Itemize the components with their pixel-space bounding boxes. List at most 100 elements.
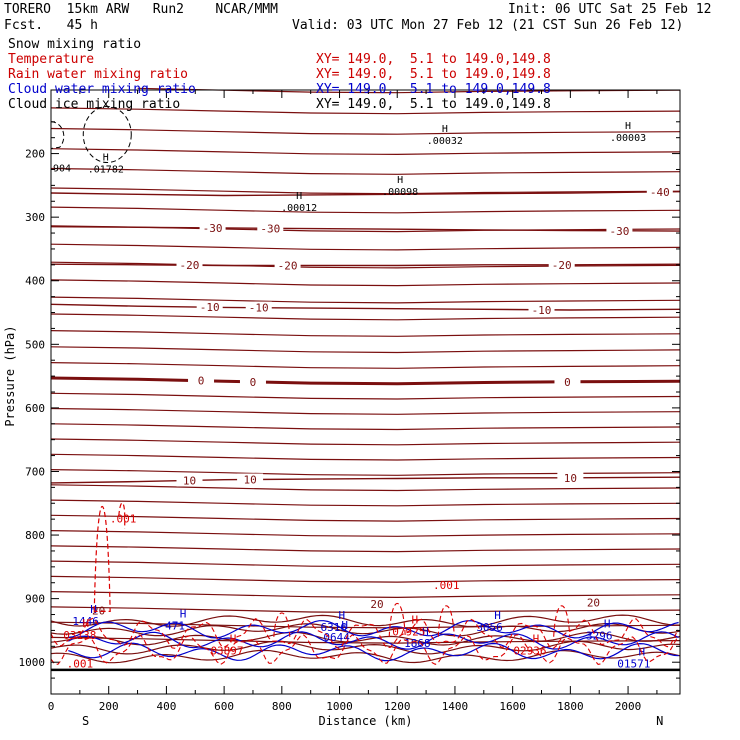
low-level-temp-label: 20 [370,598,383,611]
isotherm-label: -30 [609,225,629,238]
cloud-water-max-value: 471 [165,619,185,632]
isotherm-label: -20 [552,259,572,272]
ice-max-value: .00032 [427,136,463,147]
ice-max-marker: H [103,153,109,164]
low-level-temp-label: 20 [92,605,105,618]
rain-max-marker: H [83,617,90,630]
isotherm-label: -20 [180,259,200,272]
cloud-water-max-marker: H [180,607,187,620]
init-time: Init: 06 UTC Sat 25 Feb 12 [508,2,712,17]
endpoint-right-label: N [656,714,663,728]
cloud-water-max-value: 3296 [586,630,613,643]
isotherm-line [50,453,681,461]
isotherm-label: -30 [203,222,223,235]
rain-contour [437,605,455,637]
isotherm--10 [50,303,681,311]
field-temperature-xy: XY= 149.0, 5.1 to 149.0,149.8 [316,52,551,67]
x-axis-label: Distance (km) [319,714,413,728]
isotherm-label-bg [554,375,581,388]
rain-max-marker: H [533,633,540,646]
y-tick-label: 200 [25,148,45,161]
isotherm-line [50,636,681,644]
field-snow-name: Snow mixing ratio [8,37,142,52]
isotherm-label: -20 [278,259,298,272]
isotherm-10 [50,476,681,484]
field-rain-name: Rain water mixing ratio [8,67,189,82]
low-level-temp-label: 20 [587,596,600,609]
field-cloudwater-name: Cloud water mixing ratio [8,82,196,97]
x-tick-label: 200 [99,700,119,713]
cloud-water-max-value: 01571 [617,657,650,670]
cloud-water-max-value: 0644 [323,631,350,644]
cloud-water-max-value: 3056 [476,621,503,634]
valid-time: Valid: 03 UTC Mon 27 Feb 12 (21 CST Sun … [292,18,684,33]
low-level-isotherm [50,631,681,646]
rain-contour [553,605,571,637]
isotherm-label: 0 [564,376,571,389]
y-tick-label: 900 [25,593,45,606]
cloud-water-max-marker: H [338,609,345,622]
cloud-water-contour [68,631,679,650]
plot-frame [50,89,681,695]
isotherm-label-bg [237,473,264,486]
x-tick-label: 0 [48,700,55,713]
cloud-water-max-marker: H [90,603,97,616]
isotherm-label-bg [176,474,203,487]
x-tick-label: 1600 [499,700,526,713]
y-tick-label: 600 [25,402,45,415]
y-tick-label: 400 [25,275,45,288]
field-rain-xy: XY= 149.0, 5.1 to 149.0,149.8 [316,67,551,82]
ice-max-marker: H [397,175,403,186]
ice-max-marker: H [625,121,631,132]
isotherm-line [50,499,681,507]
isotherm-label: -10 [532,304,552,317]
isotherm--30 [50,226,681,232]
rain-max-value: 03897 [210,645,243,658]
isotherm-label-bg [199,221,226,234]
isotherm-label: 0 [250,376,257,389]
rain-contour [93,505,111,612]
rain-max-value: 02936 [513,645,546,658]
isotherm-line [50,606,681,614]
forecast-hour: Fcst. 45 h [4,18,98,33]
ice-max-value: .00098 [382,187,418,198]
model-title: TORERO 15km ARW Run2 NCAR/MMM [4,2,278,17]
isotherm-line [50,438,681,446]
cloud-water-max-marker: H [422,625,429,638]
isotherm-line [50,575,681,583]
isotherm-line [50,187,681,195]
field-ice-name: Cloud ice mixing ratio [8,97,181,112]
x-tick-label: 600 [214,700,234,713]
isotherm-line [50,423,681,431]
isotherm-line [50,167,681,175]
isotherm-line [50,545,681,553]
isotherm--20 [50,263,681,267]
isotherm-label: 10 [564,472,577,485]
isotherm-line [50,392,681,400]
rain-max-value: 03138 [63,629,96,642]
endpoint-left-label: S [82,714,89,728]
isotherm-line [50,484,681,492]
x-tick-label: 1800 [557,700,584,713]
isotherm-line [50,243,681,251]
cloud-water-contour [68,620,679,639]
field-temperature-name: Temperature [8,52,95,67]
ice-max-value: .01782 [88,165,124,176]
isotherm-line [50,530,681,537]
isotherm-label-bg [557,471,584,484]
isotherm-label-bg [548,258,575,271]
isotherm--40 [50,191,681,197]
rain-contour [273,612,291,637]
rain-contour [118,502,126,529]
isotherm-label-bg [646,185,673,198]
isotherm-line [50,560,681,568]
isotherm-line [50,107,681,115]
isotherm-label-bg [239,375,266,388]
field-ice-xy: XY= 149.0, 5.1 to 149.0,149.8 [316,97,551,112]
isotherm-label-bg [196,301,223,314]
isotherm-label-bg [606,224,633,237]
rain-max-marker: H [230,633,237,646]
isotherm-line [50,296,681,304]
y-tick-label: 800 [25,529,45,542]
